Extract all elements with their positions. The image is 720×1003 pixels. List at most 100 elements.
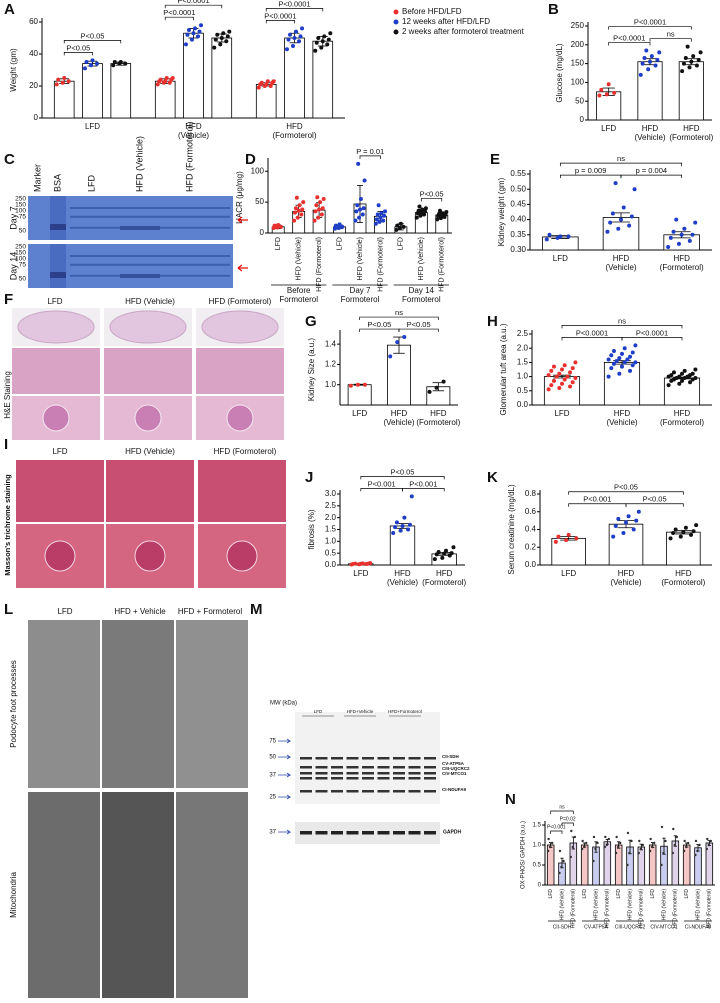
x-tick-label: HFD (Formoterol) (272, 122, 316, 140)
data-point (683, 55, 688, 60)
data-point (298, 34, 303, 39)
data-point (625, 357, 630, 362)
data-point (423, 206, 428, 211)
data-point (573, 376, 578, 381)
legend-marker (393, 9, 399, 15)
comparison-label: ns (617, 154, 625, 163)
y-axis-label: Glomerular tuft area (a.u.) (499, 323, 508, 415)
data-point (660, 825, 664, 829)
data-point (197, 29, 202, 34)
data-point (673, 843, 677, 847)
data-point (681, 530, 686, 535)
data-point (646, 67, 651, 72)
blot-band (315, 777, 328, 780)
data-point (584, 841, 588, 845)
image-label: Masson's trichrome staining (3, 474, 12, 576)
x-tick-label: LFD (601, 124, 616, 133)
bar (637, 61, 663, 121)
panel-label: K (487, 469, 498, 486)
data-point (297, 203, 302, 208)
image-label: 50 (19, 276, 27, 283)
data-point (677, 381, 682, 386)
data-point (687, 238, 692, 243)
image-label: M (250, 601, 263, 618)
y-tick-label: 1.2 (325, 360, 337, 369)
comparison-bracket (625, 503, 684, 507)
data-point (353, 561, 358, 566)
data-point (671, 851, 675, 855)
gel-band (50, 272, 66, 278)
data-point (287, 32, 292, 37)
blot-band (315, 790, 328, 793)
data-point (319, 212, 324, 217)
comparison-label: P<0.0001 (177, 0, 209, 5)
y-tick-label: 0.0 (325, 560, 337, 569)
data-point (398, 528, 403, 533)
blot-band (408, 790, 421, 793)
data-point (300, 26, 305, 31)
data-point (571, 845, 575, 849)
kidney (201, 310, 279, 344)
data-point (322, 34, 327, 39)
data-point (375, 212, 380, 217)
data-point (118, 60, 123, 64)
x-tick-label: LFD (553, 254, 568, 263)
data-point (562, 363, 567, 368)
data-point (383, 209, 388, 214)
comparison-label: P<0.05 (407, 320, 431, 329)
blot-band (408, 766, 421, 769)
data-point (616, 845, 620, 849)
blot-band (331, 790, 343, 793)
comparison-bracket (63, 40, 122, 44)
data-point (666, 383, 671, 388)
x-tick-label: HFD (Vehicle) (357, 237, 364, 281)
x-tick-label: HFD (Vehicle) (383, 409, 414, 427)
data-point (698, 843, 701, 847)
gel-band (70, 207, 230, 209)
bar (389, 525, 416, 566)
image-label: 37 (269, 773, 276, 779)
gel-band (70, 255, 230, 257)
data-point (679, 232, 684, 237)
data-point (337, 222, 342, 227)
glomerulus (44, 540, 76, 572)
data-point (394, 227, 399, 232)
y-tick-label: 1.5 (533, 823, 542, 829)
image-label: 150 (15, 250, 26, 257)
data-point (557, 385, 562, 390)
data-point (225, 34, 230, 39)
data-point (295, 215, 300, 220)
x-tick-label: HFD (Vehicle) (559, 889, 565, 920)
masson-image (106, 460, 194, 522)
gel-band (120, 226, 160, 230)
data-point (550, 841, 554, 845)
image-label: 100 (15, 256, 26, 263)
blot-band (300, 757, 312, 760)
x-tick-label: HFD (Formoterol) (707, 889, 713, 929)
data-point (418, 213, 423, 218)
data-point (451, 545, 456, 550)
data-point (84, 60, 89, 64)
mw-arrow (278, 829, 292, 835)
data-point (696, 57, 701, 62)
data-point (560, 865, 563, 869)
data-point (638, 839, 641, 843)
data-point (574, 536, 579, 541)
data-point (606, 374, 611, 379)
y-tick-label: 0.6 (525, 507, 537, 516)
data-point (709, 839, 713, 843)
y-tick-label: 60 (29, 17, 38, 26)
x-tick-label: HFD (Vehicle) (610, 569, 641, 587)
gel-lane (50, 196, 66, 240)
blot-band (377, 757, 390, 760)
data-point (434, 385, 439, 390)
comparison-bracket (359, 316, 439, 321)
blot-band (315, 831, 328, 835)
blot-band (408, 831, 421, 835)
image-label: CV-ATP5A (442, 761, 465, 766)
x-tick-label: HFD (Formoterol) (377, 237, 384, 292)
y-tick-label: 2.0 (517, 343, 529, 352)
x-tick-label: LFD (650, 889, 656, 899)
data-point (441, 379, 446, 384)
